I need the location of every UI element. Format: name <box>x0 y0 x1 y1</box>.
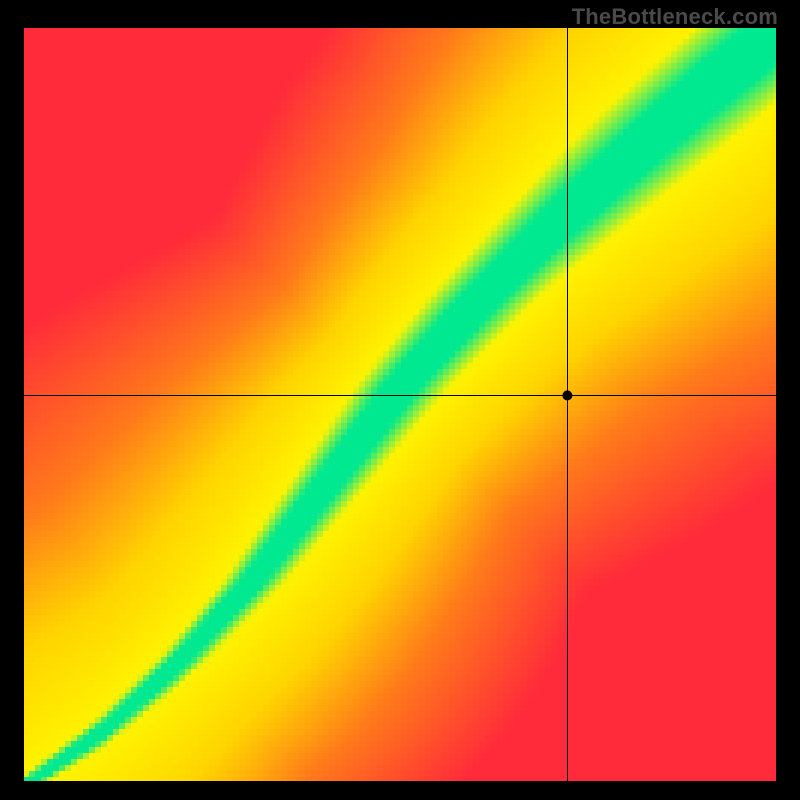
crosshair-overlay <box>0 0 800 800</box>
source-watermark: TheBottleneck.com <box>572 4 778 30</box>
